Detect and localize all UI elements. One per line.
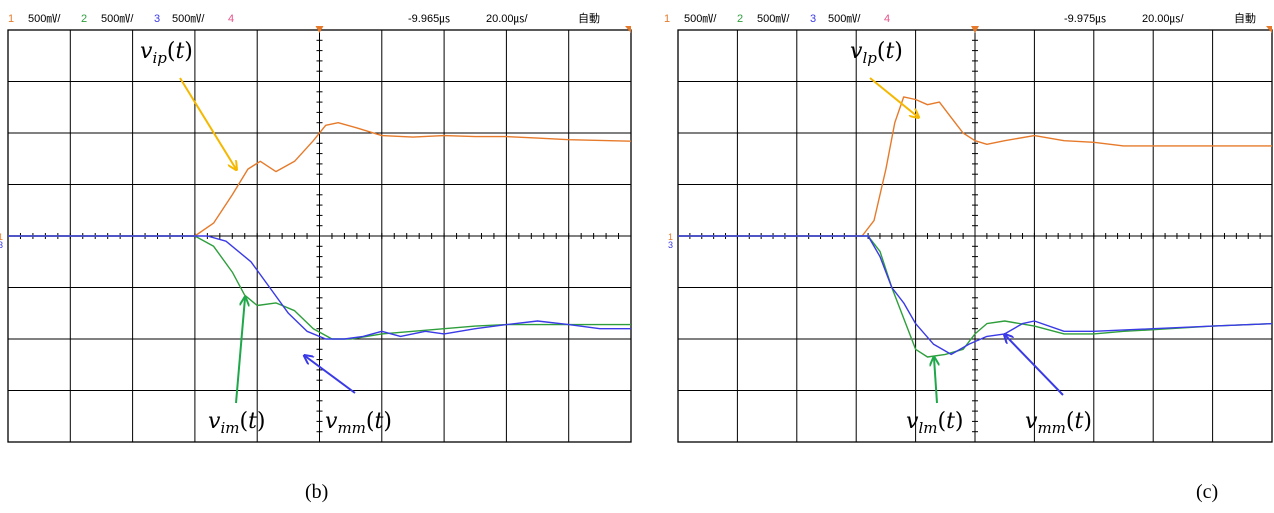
annotation-arrow (869, 77, 918, 117)
hdr-ch2-scale: 500㎷/ (101, 13, 134, 25)
hdr-offset: -9.975㎲ (1064, 13, 1106, 25)
hdr-offset: -9.965㎲ (408, 13, 450, 25)
annotation-arrow (305, 356, 356, 394)
scope-chart-b: 1 500㎷/2 500㎷/3 500㎷/4 -9.965㎲ 20.00㎲/自動13vip… (0, 11, 632, 443)
series-line-ch3 (678, 235, 1273, 356)
hdr-timebase: 20.00㎲/ (1142, 13, 1185, 25)
hdr-ch1: 1 (664, 13, 670, 25)
annotation-arrow (934, 358, 937, 404)
hdr-ch1: 1 (8, 13, 14, 25)
hdr-ch2: 2 (737, 13, 743, 25)
series-line-ch1 (678, 96, 1272, 237)
hdr-mode: 自動 (1234, 11, 1256, 25)
trigger-marker-right (1266, 26, 1272, 33)
hdr-ch4: 4 (228, 13, 234, 25)
hdr-ch2: 2 (81, 13, 87, 25)
trigger-marker (971, 26, 979, 33)
scope-grid (677, 29, 1273, 443)
annotation-label: vlp(t) (850, 39, 903, 67)
annotation-arrow (235, 298, 245, 404)
ground-marker-ch1: 1 (668, 232, 673, 242)
ground-marker-ch3: 3 (0, 240, 3, 250)
scope-panel-c: 1 500㎷/2 500㎷/3 500㎷/4 -9.975㎲ 20.00㎲/自動 1 3 vlp… (660, 0, 1274, 513)
annotation-label: vmm(t) (325, 409, 392, 437)
hdr-ch1-scale: 500㎷/ (684, 13, 717, 25)
series-line-ch1 (8, 122, 632, 237)
annotation-label: vlm(t) (906, 409, 964, 437)
series-line-ch3 (8, 235, 631, 340)
trigger-marker-right (625, 26, 631, 33)
annotation-label: vim(t) (208, 409, 266, 437)
hdr-ch3: 3 (810, 13, 816, 25)
annotation-label: vip(t) (140, 39, 193, 67)
hdr-ch3: 3 (154, 13, 160, 25)
hdr-ch1-scale: 500㎷/ (28, 13, 61, 25)
scope-chart-c: 1 500㎷/2 500㎷/3 500㎷/4 -9.975㎲ 20.00㎲/自動13vlp… (664, 11, 1273, 443)
hdr-timebase: 20.00㎲/ (486, 13, 529, 25)
hdr-ch3-scale: 500㎷/ (828, 13, 861, 25)
ground-marker-ch3: 3 (668, 240, 673, 250)
caption-c: (c) (1196, 481, 1219, 503)
hdr-ch2-scale: 500㎷/ (757, 13, 790, 25)
annotation-arrow (179, 77, 236, 169)
caption-b: (b) (305, 481, 329, 503)
annotation-arrow (1005, 335, 1064, 396)
scope-panel-b: 1 500㎷/2 500㎷/3 500㎷/4 -9.965㎲ 20.00㎲/自動 1 3 vip… (0, 0, 636, 513)
hdr-ch4: 4 (884, 13, 890, 25)
hdr-mode: 自動 (578, 11, 600, 25)
ground-marker-ch1: 1 (0, 232, 3, 242)
trigger-marker (315, 26, 324, 33)
hdr-ch3-scale: 500㎷/ (172, 13, 205, 25)
annotation-label: vmm(t) (1025, 409, 1092, 437)
